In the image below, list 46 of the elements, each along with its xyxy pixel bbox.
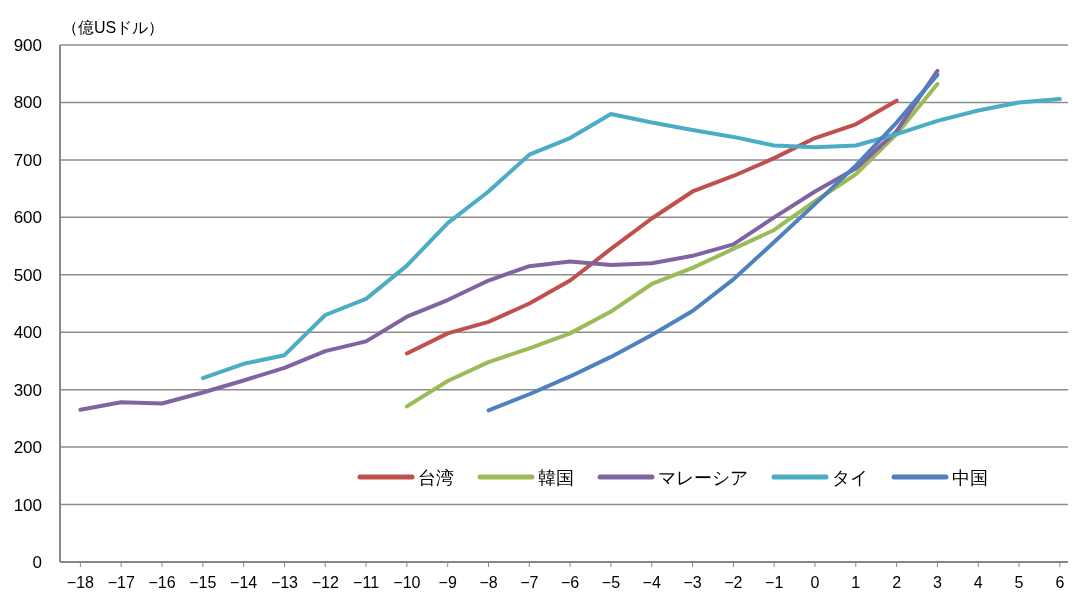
y-tick-label: 400 (13, 323, 42, 343)
legend-label: 台湾 (418, 468, 454, 488)
x-tick-label: −4 (642, 574, 661, 591)
x-tick-label: −13 (270, 574, 299, 591)
line-series (78, 68, 940, 412)
x-tick-label: −8 (479, 574, 498, 591)
y-tick-label: 0 (32, 553, 42, 572)
y-tick-label: 300 (13, 380, 42, 400)
x-tick-label: −14 (230, 574, 258, 591)
legend-label: 中国 (952, 468, 988, 488)
x-tick-label: 4 (973, 574, 983, 591)
y-tick-label: 200 (13, 438, 42, 458)
x-tick-label: −11 (353, 574, 380, 591)
x-tick-label: −16 (148, 574, 176, 591)
x-tick-label: −1 (765, 574, 784, 591)
legend-label: 韓国 (538, 468, 574, 488)
x-tick-label: 6 (1055, 574, 1065, 591)
x-tick-label: 2 (892, 574, 902, 591)
y-tick-label: 600 (13, 208, 42, 228)
x-tick-label: −9 (438, 574, 457, 591)
x-tick-label: 0 (810, 574, 820, 591)
x-tick-label: −15 (189, 574, 217, 591)
x-tick-label: −12 (311, 574, 339, 591)
x-tick-label: −5 (601, 574, 621, 591)
x-tick-label: −3 (683, 574, 702, 591)
y-tick-label: 500 (13, 265, 42, 285)
legend-label: マレーシア (658, 468, 748, 488)
x-tick-label: −2 (724, 574, 743, 591)
y-axis-title: （億USドル） (62, 19, 165, 36)
x-tick-label: −10 (393, 574, 421, 591)
x-tick-label: 3 (932, 574, 942, 591)
y-tick-label: 800 (13, 93, 42, 113)
x-tick-label: −6 (561, 574, 580, 591)
x-tick-label: −18 (66, 574, 95, 591)
line-series (486, 72, 940, 413)
x-tick-label: 5 (1014, 574, 1024, 591)
x-tick-label: −17 (107, 574, 135, 591)
line-series (404, 98, 899, 356)
y-tick-label: 900 (13, 36, 42, 55)
legend-label: タイ (832, 468, 868, 488)
line-series (404, 82, 940, 409)
line-series (200, 97, 1062, 381)
y-tick-label: 100 (13, 495, 42, 515)
x-tick-label: 1 (851, 574, 861, 591)
x-tick-label: −7 (520, 574, 539, 591)
y-tick-label: 700 (13, 150, 42, 170)
